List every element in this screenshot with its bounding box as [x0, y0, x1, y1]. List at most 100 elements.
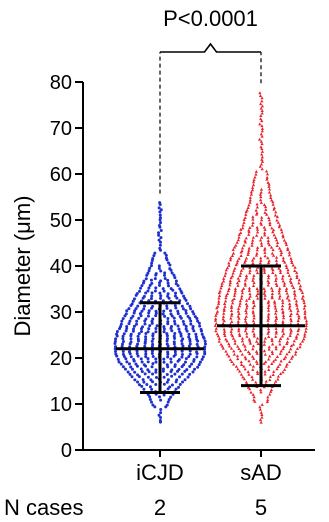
- data-point: [154, 330, 158, 334]
- data-point: [154, 314, 158, 318]
- data-point: [135, 292, 139, 296]
- data-point: [236, 306, 241, 310]
- data-point: [289, 256, 293, 260]
- data-point: [223, 274, 227, 278]
- data-point: [158, 291, 162, 295]
- data-point: [239, 360, 243, 364]
- data-point: [176, 284, 180, 288]
- data-point: [154, 272, 158, 276]
- data-point: [159, 269, 163, 273]
- data-point: [265, 177, 269, 181]
- data-point: [150, 261, 154, 265]
- data-point: [256, 292, 260, 295]
- data-point: [197, 363, 201, 367]
- data-point: [137, 316, 141, 320]
- data-point: [177, 358, 181, 362]
- data-point: [269, 245, 274, 249]
- data-point: [189, 319, 193, 323]
- data-point: [203, 339, 207, 343]
- data-point: [175, 378, 179, 382]
- data-point: [167, 261, 171, 265]
- data-point: [233, 341, 237, 345]
- data-point: [286, 246, 290, 250]
- data-point: [251, 368, 255, 371]
- data-point: [174, 306, 178, 310]
- data-point: [216, 334, 220, 338]
- data-point: [227, 263, 231, 267]
- data-point: [217, 291, 221, 295]
- data-point: [280, 307, 284, 311]
- data-point: [133, 309, 137, 313]
- data-point: [244, 210, 248, 214]
- data-point: [177, 327, 181, 331]
- data-point: [125, 309, 129, 313]
- data-point: [291, 342, 296, 346]
- data-point: [251, 215, 255, 219]
- data-point: [297, 278, 301, 282]
- data-point: [260, 124, 264, 128]
- data-point: [304, 326, 308, 330]
- data-point: [143, 322, 147, 326]
- data-point: [133, 370, 137, 374]
- data-point: [161, 369, 165, 373]
- data-point: [159, 296, 163, 300]
- data-point: [177, 368, 181, 372]
- data-point: [255, 211, 259, 215]
- data-point: [247, 228, 251, 232]
- data-point: [188, 304, 192, 308]
- data-point: [168, 263, 172, 267]
- data-point: [255, 339, 259, 343]
- data-point: [255, 370, 260, 374]
- data-point: [225, 352, 229, 356]
- data-point: [259, 241, 264, 245]
- data-point: [265, 172, 270, 176]
- data-point: [256, 296, 260, 300]
- data-point: [169, 357, 173, 361]
- data-point: [259, 390, 263, 394]
- data-point: [144, 331, 148, 335]
- data-point: [268, 374, 272, 378]
- data-point: [247, 246, 251, 250]
- data-point: [166, 387, 170, 391]
- data-point: [275, 367, 279, 371]
- data-point: [244, 276, 249, 280]
- data-point: [270, 294, 274, 298]
- data-point: [172, 342, 176, 346]
- significance-bracket: P<0.0001: [159, 6, 262, 194]
- data-point: [187, 332, 191, 336]
- data-point: [258, 122, 262, 126]
- summary-bars: [116, 264, 305, 394]
- data-point: [258, 164, 262, 168]
- data-point: [293, 269, 297, 272]
- data-point: [264, 205, 268, 209]
- data-point: [157, 264, 161, 268]
- data-point: [161, 367, 165, 371]
- data-point: [169, 395, 173, 399]
- data-point: [274, 329, 278, 333]
- data-point: [240, 336, 245, 340]
- data-point: [272, 233, 276, 237]
- data-point: [265, 400, 269, 404]
- data-point: [150, 387, 154, 391]
- data-point: [165, 306, 169, 310]
- data-point: [287, 360, 292, 363]
- data-point: [266, 331, 270, 335]
- data-point: [131, 329, 135, 333]
- data-point: [170, 324, 174, 328]
- data-point: [281, 235, 285, 239]
- y-tick-label: 50: [50, 210, 72, 232]
- data-point: [255, 233, 259, 237]
- data-point: [144, 277, 148, 281]
- data-point: [188, 342, 192, 346]
- data-point: [182, 322, 186, 326]
- data-point: [149, 278, 153, 282]
- data-point: [244, 236, 248, 240]
- data-point: [154, 326, 158, 330]
- data-point: [267, 368, 271, 371]
- data-point: [267, 299, 271, 303]
- data-point: [289, 308, 293, 312]
- data-point: [188, 316, 192, 320]
- data-point: [281, 321, 285, 325]
- data-point: [229, 306, 234, 310]
- data-point: [259, 200, 263, 204]
